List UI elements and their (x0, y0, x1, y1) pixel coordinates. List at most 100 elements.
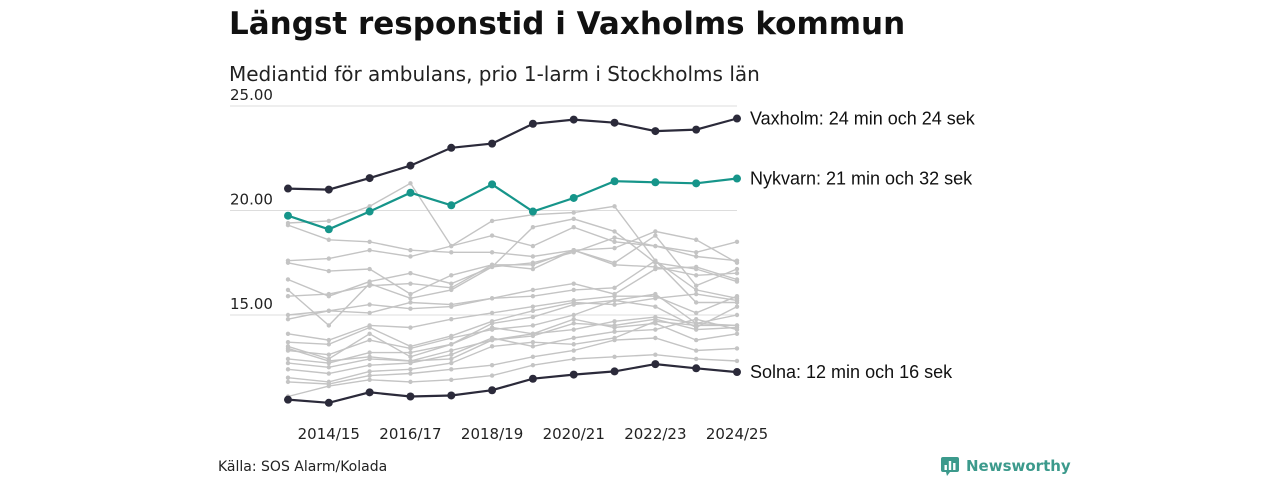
background-point (326, 308, 332, 314)
background-point (693, 273, 699, 278)
background-line (287, 266, 738, 320)
background-series-17 (285, 319, 740, 385)
background-point (693, 316, 699, 322)
background-point (408, 271, 413, 276)
background-series-6 (285, 235, 740, 328)
background-point (367, 331, 372, 337)
series-point-nykvarn (569, 193, 578, 202)
background-point (489, 262, 495, 268)
background-point (449, 250, 454, 255)
background-line (287, 224, 738, 264)
series-point-vaxholm (569, 115, 578, 124)
background-point (408, 248, 413, 253)
background-point (367, 369, 372, 374)
background-point (530, 344, 536, 349)
background-point (408, 350, 413, 355)
background-point (326, 352, 332, 357)
background-point (693, 310, 699, 316)
series-point-vaxholm (488, 139, 497, 148)
series-point-solna (324, 398, 333, 407)
background-series-2 (285, 222, 740, 265)
background-point (693, 348, 699, 353)
background-point (571, 287, 576, 293)
background-point (367, 362, 372, 368)
x-tick-label: 2018/19 (461, 425, 523, 443)
background-point (449, 335, 454, 341)
x-tick-label: 2022/23 (624, 425, 686, 443)
background-point (408, 354, 413, 359)
background-point (367, 337, 372, 343)
x-tick-label: 2014/15 (298, 425, 360, 443)
background-point (449, 348, 454, 353)
background-point (612, 245, 617, 251)
background-point (285, 293, 291, 299)
chart-title: Längst responstid i Vaxholms kommun (229, 6, 906, 42)
background-point (612, 298, 617, 303)
background-point (530, 308, 536, 314)
background-point (612, 293, 617, 299)
background-point (326, 337, 332, 343)
background-point (530, 323, 536, 328)
background-point (449, 352, 454, 357)
source-note: Källa: SOS Alarm/Kolada (218, 459, 388, 475)
series-point-vaxholm (610, 118, 619, 127)
background-point (285, 339, 291, 345)
background-point (530, 304, 536, 309)
background-point (693, 254, 699, 259)
background-point (326, 371, 332, 376)
background-point (285, 222, 291, 228)
series-point-solna (651, 360, 660, 369)
background-line (287, 182, 738, 262)
background-point (367, 266, 372, 272)
background-point (449, 285, 454, 291)
background-line (287, 205, 738, 299)
background-point (612, 302, 617, 307)
background-point (734, 277, 740, 282)
background-line (287, 337, 738, 385)
background-point (653, 291, 658, 297)
background-point (734, 293, 740, 299)
series-point-nykvarn (324, 225, 333, 234)
background-point (612, 325, 617, 330)
background-point (612, 260, 617, 265)
background-point (489, 344, 495, 349)
background-point (530, 225, 536, 230)
series-nykvarn (284, 174, 741, 234)
background-point (530, 287, 536, 293)
background-point (489, 321, 495, 326)
background-point (285, 312, 291, 318)
background-point (530, 243, 536, 249)
background-point (367, 310, 372, 316)
series-point-nykvarn (284, 211, 292, 220)
background-line (287, 218, 738, 297)
background-point (530, 339, 536, 345)
series-point-solna (692, 364, 701, 373)
series-line-vaxholm (287, 117, 738, 191)
background-point (693, 264, 699, 270)
chart-subtitle: Mediantid för ambulans, prio 1-larm i St… (229, 62, 760, 86)
background-point (653, 304, 658, 309)
background-point (612, 229, 617, 234)
background-line (287, 318, 738, 369)
background-point (285, 346, 291, 351)
background-point (612, 235, 617, 240)
background-point (489, 233, 495, 238)
background-point (571, 248, 576, 253)
background-line (287, 236, 738, 327)
background-point (612, 337, 617, 343)
background-point (449, 356, 454, 362)
background-point (571, 281, 576, 286)
background-point (408, 300, 413, 305)
background-point (449, 367, 454, 372)
background-line (287, 293, 738, 348)
background-point (571, 210, 576, 215)
background-point (326, 256, 332, 261)
background-point (612, 285, 617, 291)
background-point (530, 354, 536, 359)
background-point (653, 243, 658, 249)
background-point (571, 225, 576, 230)
series-point-vaxholm (528, 119, 537, 128)
background-point (530, 314, 536, 320)
background-point (285, 379, 291, 385)
background-point (571, 312, 576, 318)
